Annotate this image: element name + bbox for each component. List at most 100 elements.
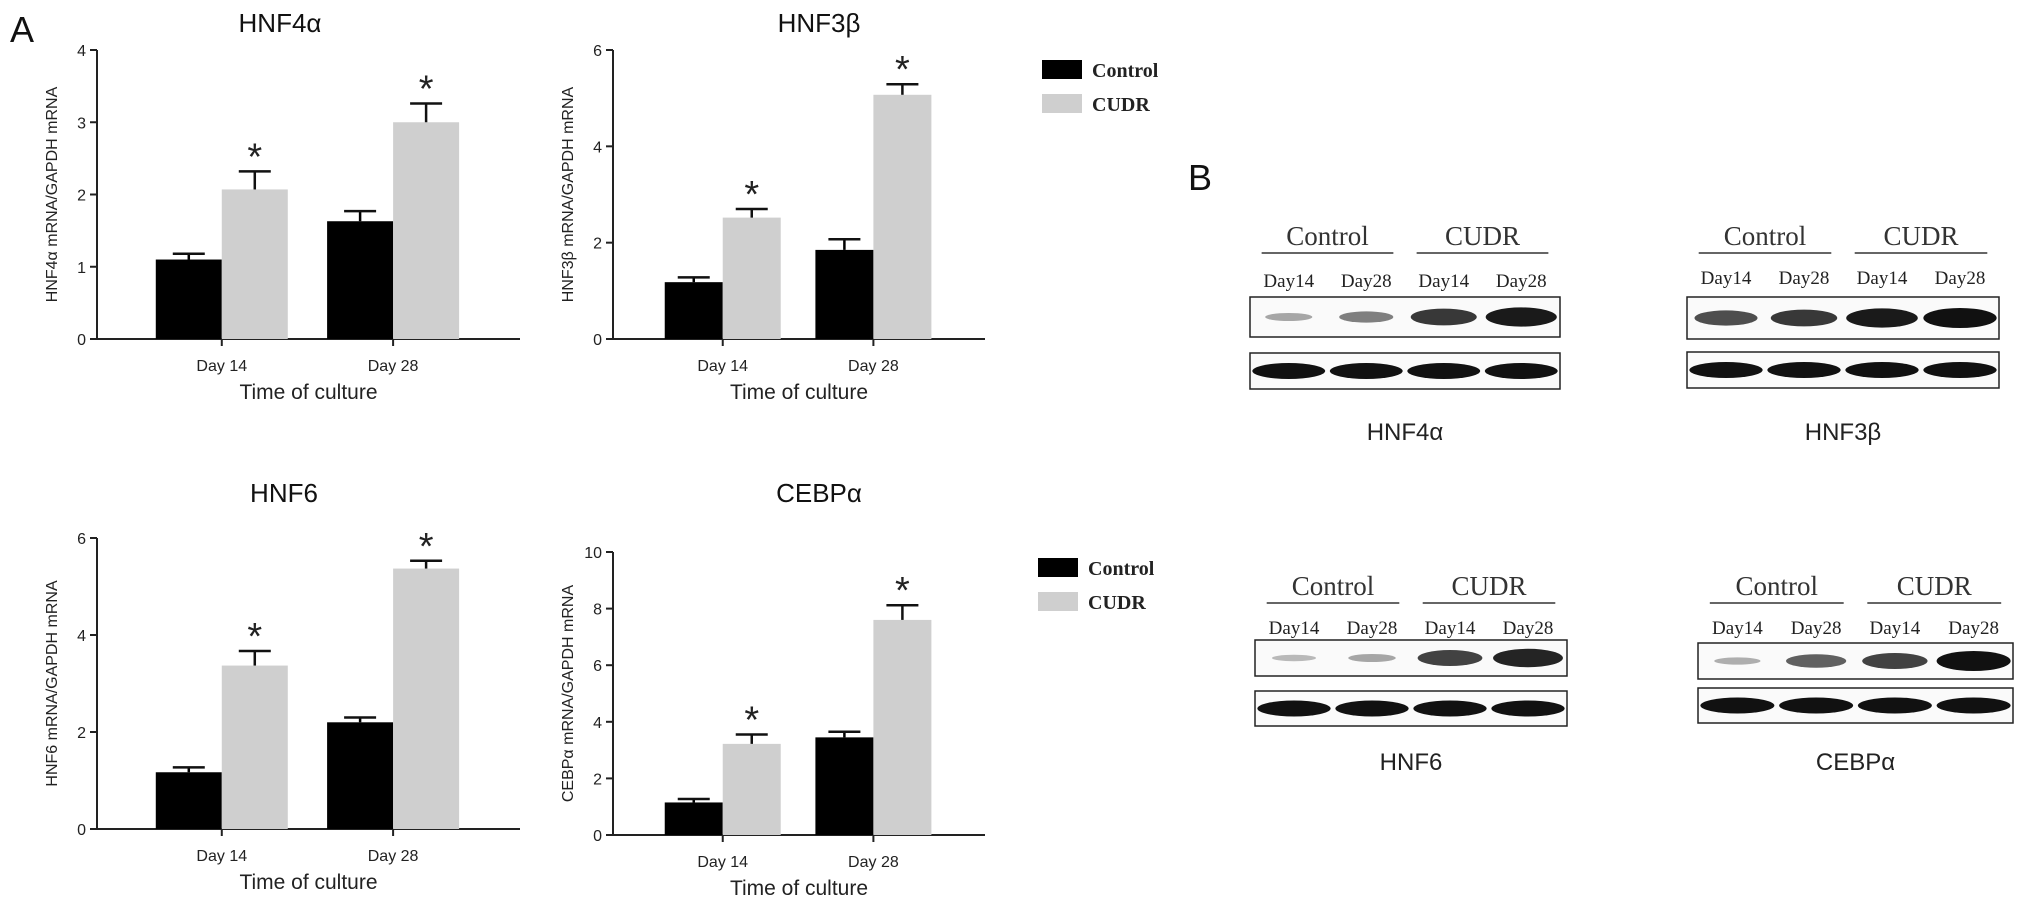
x-tick-label: Day 14 [697,854,748,871]
blot-protein-name: HNF3β [1805,419,1881,446]
y-tick-label: 0 [593,828,602,845]
significance-marker: * [419,68,434,110]
x-tick-label: Day 28 [848,854,899,871]
y-axis-label: HNF4α mRNA/GAPDH mRNA [44,86,61,302]
chart-1: HNF4α 0 1 2 3 4 HNF4α mRNA/GAPDH mRNA Day 14 * Da… [44,8,520,404]
legend-label-cudr: CUDR [1088,592,1146,614]
y-tick-label: 4 [77,628,86,645]
x-tick-label: Day 14 [196,848,247,865]
chart-title: CEBPα [776,478,862,508]
bar-control-day-14 [155,259,222,339]
y-tick-label: 0 [77,822,86,839]
y-tick-label: 6 [77,531,86,548]
chart-title: HNF3β [778,8,861,38]
legend-label-control: Control [1088,558,1155,580]
blot-lane-label: Day28 [1791,618,1842,639]
bar-control-day-28 [815,737,874,835]
significance-marker: * [895,49,910,91]
blot-group-label: Control [1724,221,1807,251]
blot-band-target [1694,310,1758,326]
blot-band-target [1846,308,1918,328]
blot-band-target [1923,308,1997,328]
legend-label-cudr: CUDR [1092,94,1150,116]
western-blot-1: Control CUDR Day14 Day28 Day14 Day28 HNF4α [1249,221,1561,446]
bar-cudr-day-28 [393,568,460,829]
x-axis-label: Time of culture [730,381,868,404]
bar-cudr-day-14 [221,665,288,829]
blot-lane-label: Day28 [1496,271,1547,292]
blot-band-loading-control [1700,697,1775,714]
legend-1: Control CUDR [1042,60,1159,116]
blot-lane-label: Day14 [1712,618,1763,639]
western-blots: Control CUDR Day14 Day28 Day14 Day28 HNF4α Cont… [1249,221,2014,776]
legend-2: Control CUDR [1038,558,1155,614]
blot-group-label: CUDR [1451,571,1526,601]
x-tick-label: Day 28 [368,358,419,375]
blot-band-loading-control [1335,700,1409,717]
significance-marker: * [744,174,759,216]
blot-group-label: CUDR [1883,221,1958,251]
legends: Control CUDR Control CUDR [1038,60,1159,614]
blot-lane-label: Day14 [1701,268,1752,289]
blot-lane-label: Day28 [1779,268,1830,289]
bar-control-day-28 [815,249,874,339]
y-axis-label: CEBPα mRNA/GAPDH mRNA [560,585,577,803]
y-tick-label: 10 [584,545,602,562]
western-blot-4: Control CUDR Day14 Day28 Day14 Day28 CEBPα [1697,571,2014,776]
blot-protein-name: CEBPα [1816,749,1895,776]
blot-band-target [1348,654,1396,662]
x-axis-label: Time of culture [730,877,868,900]
blot-lane-label: Day28 [1503,618,1554,639]
chart-title: HNF4α [239,8,322,38]
blot-lane-label: Day14 [1418,271,1469,292]
western-blot-3: Control CUDR Day14 Day28 Day14 Day28 HNF6 [1254,571,1568,776]
x-axis-label: Time of culture [239,871,377,894]
blot-band-loading-control [1407,363,1481,379]
x-tick-label: Day 14 [697,358,748,375]
y-tick-label: 0 [77,332,86,349]
blot-band-target [1410,308,1477,326]
x-tick-label: Day 28 [368,848,419,865]
x-axis-label: Time of culture [239,381,377,404]
y-axis-label: HNF6 mRNA/GAPDH mRNA [44,580,61,787]
bar-control-day-14 [155,772,222,829]
blot-band-loading-control [1779,697,1854,714]
blot-band-target [1862,653,1928,669]
panel-a-label: A [10,9,34,50]
legend-swatch-cudr [1042,94,1082,113]
y-tick-label: 2 [77,188,86,205]
y-tick-label: 2 [593,236,602,253]
bar-cudr-day-14 [221,189,288,339]
blot-protein-name: HNF4α [1367,419,1444,446]
chart-4: CEBPα 0 2 4 6 8 10 CEBPα mRNA/GAPDH mRNA Day 14 *… [560,478,985,900]
y-tick-label: 4 [593,139,602,156]
blot-lane-label: Day14 [1263,271,1314,292]
blot-band-loading-control [1857,697,1932,714]
blot-lane-label: Day14 [1425,618,1476,639]
blot-lane-label: Day14 [1269,618,1320,639]
blot-band-loading-control [1923,362,1997,378]
blot-lane-label: Day28 [1341,271,1392,292]
blot-band-loading-control [1936,697,2011,714]
blot-band-loading-control [1252,363,1326,379]
bar-control-day-14 [664,802,723,835]
x-tick-label: Day 14 [196,358,247,375]
bar-cudr-day-28 [873,619,932,835]
significance-marker: * [419,526,434,568]
chart-3: HNF6 0 2 4 6 HNF6 mRNA/GAPDH mRNA Day 14 * Day 2… [44,478,520,894]
y-tick-label: 4 [593,715,602,732]
y-axis-label: HNF3β mRNA/GAPDH mRNA [560,86,577,302]
blot-group-label: Control [1735,571,1818,601]
significance-marker: * [895,570,910,612]
bar-cudr-day-28 [393,122,460,339]
legend-swatch-control [1038,558,1078,577]
bar-charts: HNF4α 0 1 2 3 4 HNF4α mRNA/GAPDH mRNA Day 14 * Da… [44,8,985,900]
blot-band-loading-control [1767,362,1841,378]
blot-protein-name: HNF6 [1380,749,1443,776]
blot-lane-label: Day14 [1857,268,1908,289]
significance-marker: * [247,136,262,178]
y-tick-label: 6 [593,43,602,60]
blot-band-loading-control [1845,362,1919,378]
blot-band-loading-control [1484,363,1558,379]
